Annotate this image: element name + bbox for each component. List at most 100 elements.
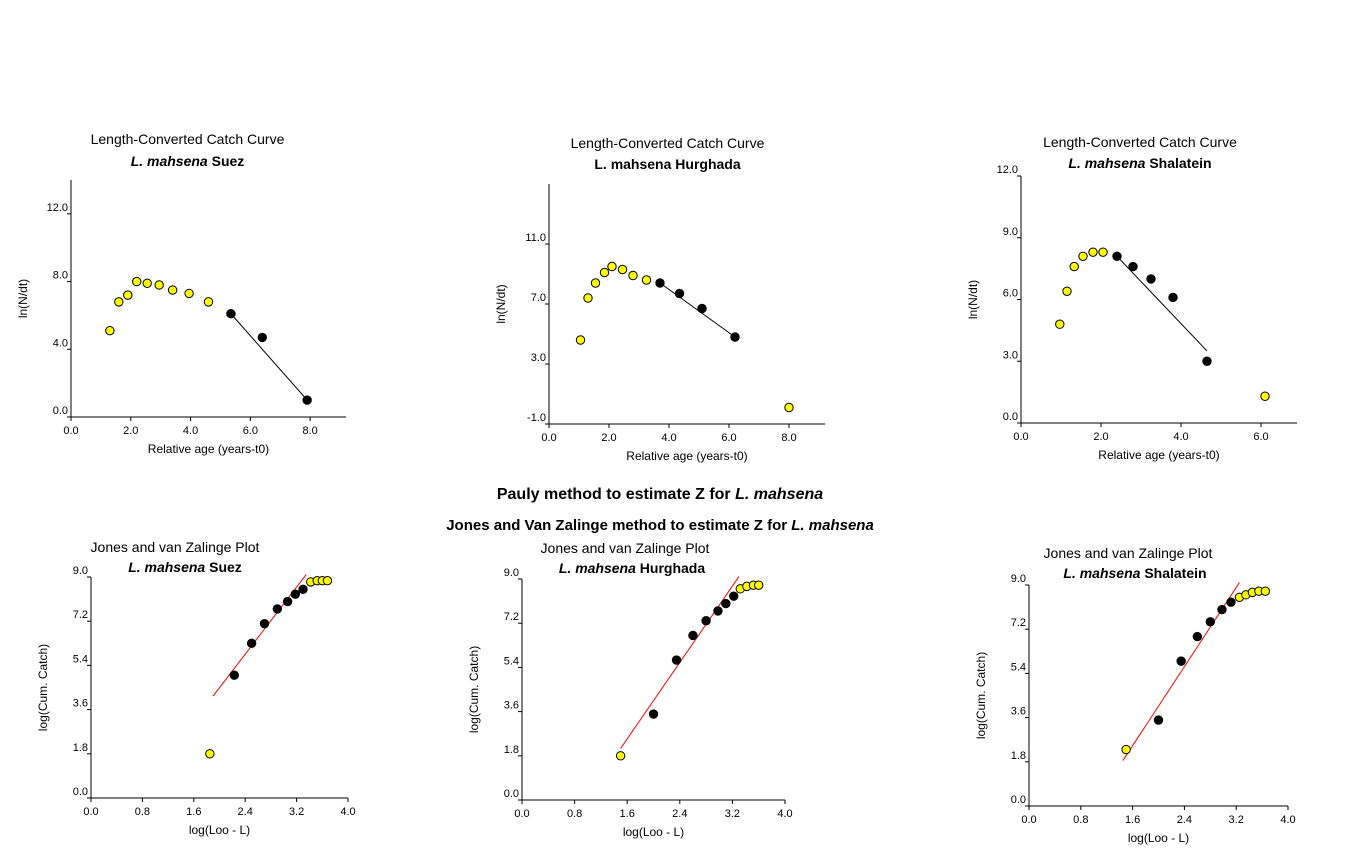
- y-tick-label: 0.0: [1011, 794, 1026, 806]
- y-tick-label: 8.0: [53, 270, 68, 282]
- data-point-excluded: [1088, 247, 1098, 257]
- regression-line: [230, 313, 308, 401]
- y-tick-label: 9.0: [504, 567, 519, 579]
- x-tick-label: 0.0: [514, 808, 529, 820]
- y-axis-label: log(Cum. Catch): [36, 644, 50, 731]
- y-axis-label: log(Cum. Catch): [467, 646, 481, 733]
- data-point-excluded: [1098, 247, 1108, 257]
- data-point-excluded: [590, 278, 601, 288]
- y-tick-label: 9.0: [73, 565, 88, 577]
- plot-area: 0.0 0.8 1.6 2.4 3.2 4.0 0.0 1.8 3.6 5.4 7.2 9.0 log(…: [36, 565, 356, 837]
- plot-area: 0.0 2.0 4.0 6.0 8.0 -1.0 3.0 7.0 11.0 Relative ag…: [494, 184, 825, 463]
- data-point-used: [671, 655, 682, 665]
- data-point-used: [701, 616, 711, 626]
- chart-subtitle: L. mahsena Shalatein: [1045, 565, 1225, 581]
- data-point-excluded: [615, 751, 626, 761]
- data-point-used: [259, 618, 270, 629]
- chart-subtitle: L. mahsena Hurghada: [542, 560, 722, 576]
- y-tick-label: 12.0: [997, 164, 1018, 176]
- data-point-excluded: [142, 278, 152, 288]
- x-tick-label: 1.6: [620, 808, 635, 820]
- y-tick-label: 1.8: [1011, 750, 1026, 762]
- data-point-excluded: [628, 270, 638, 281]
- caption-pauly: Pauly method to estimate Z for L. mahsen…: [0, 486, 1320, 504]
- y-tick-label: 7.2: [504, 611, 519, 623]
- data-point-used: [1146, 274, 1156, 284]
- y-tick-label: 7.2: [1011, 617, 1026, 629]
- data-point-used: [1112, 251, 1122, 261]
- data-point-used: [229, 670, 239, 680]
- chart-title: Jones and van Zalinge Plot: [1043, 545, 1213, 561]
- chart-title: Length-Converted Catch Curve: [1043, 134, 1237, 150]
- x-axis-label: Relative age (years-t0): [148, 442, 269, 456]
- y-tick-label: 3.0: [1003, 349, 1018, 361]
- x-tick-label: 6.0: [243, 425, 258, 437]
- caption-jones-text: Jones and Van Zalinge method to estimate…: [446, 517, 792, 534]
- data-point-used: [282, 596, 293, 607]
- data-point-excluded: [154, 280, 164, 290]
- data-point-used: [257, 332, 268, 343]
- x-axis-label: Relative age (years-t0): [626, 449, 747, 463]
- data-point-excluded: [607, 261, 617, 272]
- y-axis-label: ln(N/dt): [16, 279, 30, 318]
- data-point-excluded: [784, 402, 794, 413]
- caption-pauly-text: Pauly method to estimate Z for: [496, 486, 736, 503]
- y-axis-label: ln(N/dt): [966, 280, 980, 319]
- data-point-used: [1153, 715, 1164, 725]
- data-point-used: [1192, 631, 1203, 642]
- data-point-used: [298, 584, 308, 594]
- y-tick-label: 0.0: [53, 405, 68, 417]
- y-tick-label: 0.0: [73, 786, 88, 798]
- y-tick-label: 4.0: [53, 337, 68, 349]
- chart-subtitle: L. mahsena Suez: [95, 559, 275, 575]
- data-point-excluded: [123, 290, 133, 300]
- species-name: L. mahsena: [130, 153, 208, 169]
- x-tick-label: 4.0: [1173, 431, 1188, 443]
- data-point-excluded: [1260, 586, 1271, 596]
- data-point-used: [1226, 597, 1236, 607]
- y-tick-label: 6.0: [1003, 288, 1018, 300]
- y-tick-label: 9.0: [1011, 573, 1026, 585]
- data-point-excluded: [1062, 286, 1072, 296]
- data-point-excluded: [114, 297, 124, 307]
- x-tick-label: 6.0: [721, 432, 736, 444]
- y-tick-label: 1.8: [73, 742, 88, 754]
- y-tick-label: 5.4: [73, 653, 88, 665]
- data-point-excluded: [599, 267, 610, 278]
- x-tick-label: 3.2: [725, 808, 740, 820]
- x-tick-label: 0.0: [83, 806, 98, 818]
- data-point-used: [697, 303, 707, 314]
- x-tick-label: 2.0: [601, 432, 616, 444]
- y-tick-label: 9.0: [1003, 226, 1018, 238]
- x-tick-label: 1.6: [186, 806, 201, 818]
- data-point-excluded: [1055, 319, 1065, 329]
- chart-title: Jones and van Zalinge Plot: [90, 539, 260, 555]
- y-tick-label: 0.0: [504, 788, 519, 800]
- x-tick-label: 1.6: [1125, 814, 1140, 826]
- chart-title: Length-Converted Catch Curve: [570, 135, 765, 151]
- x-tick-label: 0.0: [541, 432, 556, 444]
- caption-jones-species: L. mahsena: [791, 517, 874, 534]
- x-axis-label: Relative age (years-t0): [1098, 448, 1219, 462]
- data-point-used: [1128, 261, 1138, 272]
- regression-line: [1116, 255, 1208, 352]
- data-point-used: [688, 630, 698, 641]
- x-tick-label: 2.4: [1177, 814, 1192, 826]
- chart-catch-curve-suez: Length-Converted Catch Curve L. mahsena …: [0, 128, 380, 468]
- x-axis-label: log(Loo - L): [1128, 831, 1189, 845]
- chart-jvz-hurghada: Jones and van Zalinge Plot L. mahsena Hu…: [467, 537, 850, 849]
- location-name: Hurghada: [675, 156, 741, 172]
- species-name: L. mahsena: [128, 559, 206, 575]
- caption-pauly-species: L. mahsena: [735, 486, 824, 503]
- plot-area: 0.0 0.8 1.6 2.4 3.2 4.0 0.0 1.8 3.6 5.4 7.2 9.0 log(…: [467, 567, 793, 839]
- y-tick-label: 1.8: [504, 744, 519, 756]
- x-tick-label: 8.0: [781, 432, 796, 444]
- location-name: Hurghada: [639, 560, 706, 576]
- data-point-used: [674, 288, 685, 299]
- data-point-used: [290, 589, 301, 599]
- data-point-used: [226, 309, 236, 319]
- x-tick-label: 8.0: [302, 425, 317, 437]
- y-tick-label: 7.2: [73, 609, 88, 621]
- chart-jvz-shalatein: Jones and van Zalinge Plot L. mahsena Sh…: [950, 537, 1330, 849]
- chart-catch-curve-shalatein: Length-Converted Catch Curve L. mahsena …: [950, 131, 1330, 471]
